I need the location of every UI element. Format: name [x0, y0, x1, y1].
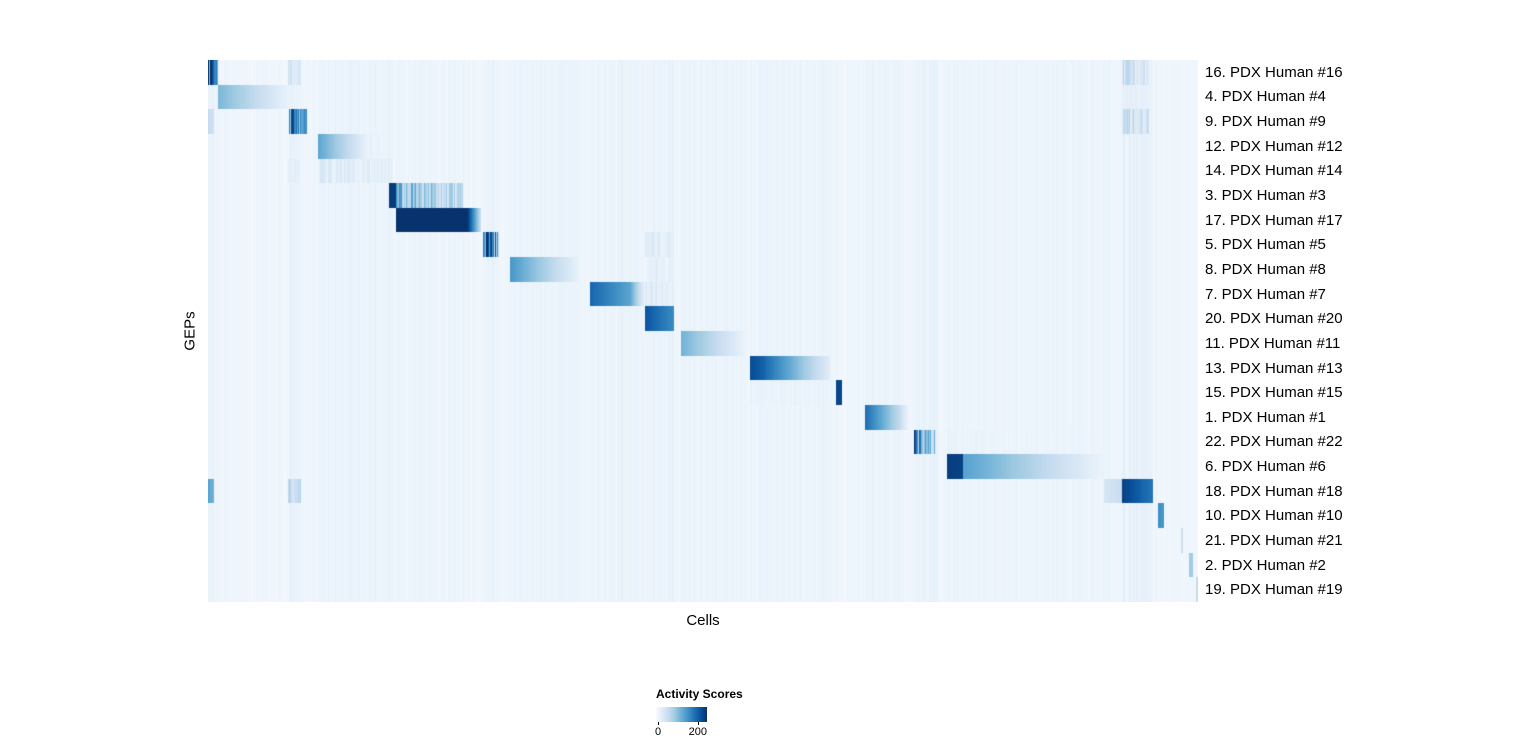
row-label: 10. PDX Human #10	[1205, 507, 1343, 525]
row-label: 5. PDX Human #5	[1205, 236, 1326, 254]
row-label: 2. PDX Human #2	[1205, 556, 1326, 574]
legend-bar-wrap: 0 200	[655, 707, 707, 738]
row-label: 15. PDX Human #15	[1205, 384, 1343, 402]
row-label: 17. PDX Human #17	[1205, 211, 1343, 229]
x-axis-label: Cells	[686, 612, 720, 629]
legend-tick-mark	[658, 722, 660, 725]
row-label: 8. PDX Human #8	[1205, 260, 1326, 278]
row-label: 16. PDX Human #16	[1205, 63, 1343, 81]
row-label: 7. PDX Human #7	[1205, 285, 1326, 303]
row-label: 14. PDX Human #14	[1205, 162, 1343, 180]
row-label: 1. PDX Human #1	[1205, 408, 1326, 426]
legend-tick-label: 200	[688, 726, 707, 738]
legend: Activity Scores 0 200	[655, 687, 876, 738]
row-label: 20. PDX Human #20	[1205, 310, 1343, 328]
row-label: 18. PDX Human #18	[1205, 482, 1343, 500]
legend-tick-mark	[697, 722, 699, 725]
row-label: 6. PDX Human #6	[1205, 458, 1326, 476]
row-label: 13. PDX Human #13	[1205, 359, 1343, 377]
legend-title: Activity Scores	[656, 687, 743, 701]
heatmap-canvas	[208, 60, 1198, 602]
row-label: 12. PDX Human #12	[1205, 137, 1343, 155]
row-label: 3. PDX Human #3	[1205, 187, 1326, 205]
legend-tick-label: 0	[654, 726, 662, 738]
row-label: 9. PDX Human #9	[1205, 113, 1326, 131]
row-label: 21. PDX Human #21	[1205, 531, 1343, 549]
row-label: 4. PDX Human #4	[1205, 88, 1326, 106]
row-labels: 16. PDX Human #16 4. PDX Human #4 9. PDX H…	[1205, 60, 1535, 602]
row-label: 22. PDX Human #22	[1205, 433, 1343, 451]
y-axis-label: GEPs	[181, 311, 199, 351]
row-label: 19. PDX Human #19	[1205, 581, 1343, 599]
row-label: 11. PDX Human #11	[1205, 334, 1341, 352]
legend-gradient-bar	[656, 707, 707, 722]
